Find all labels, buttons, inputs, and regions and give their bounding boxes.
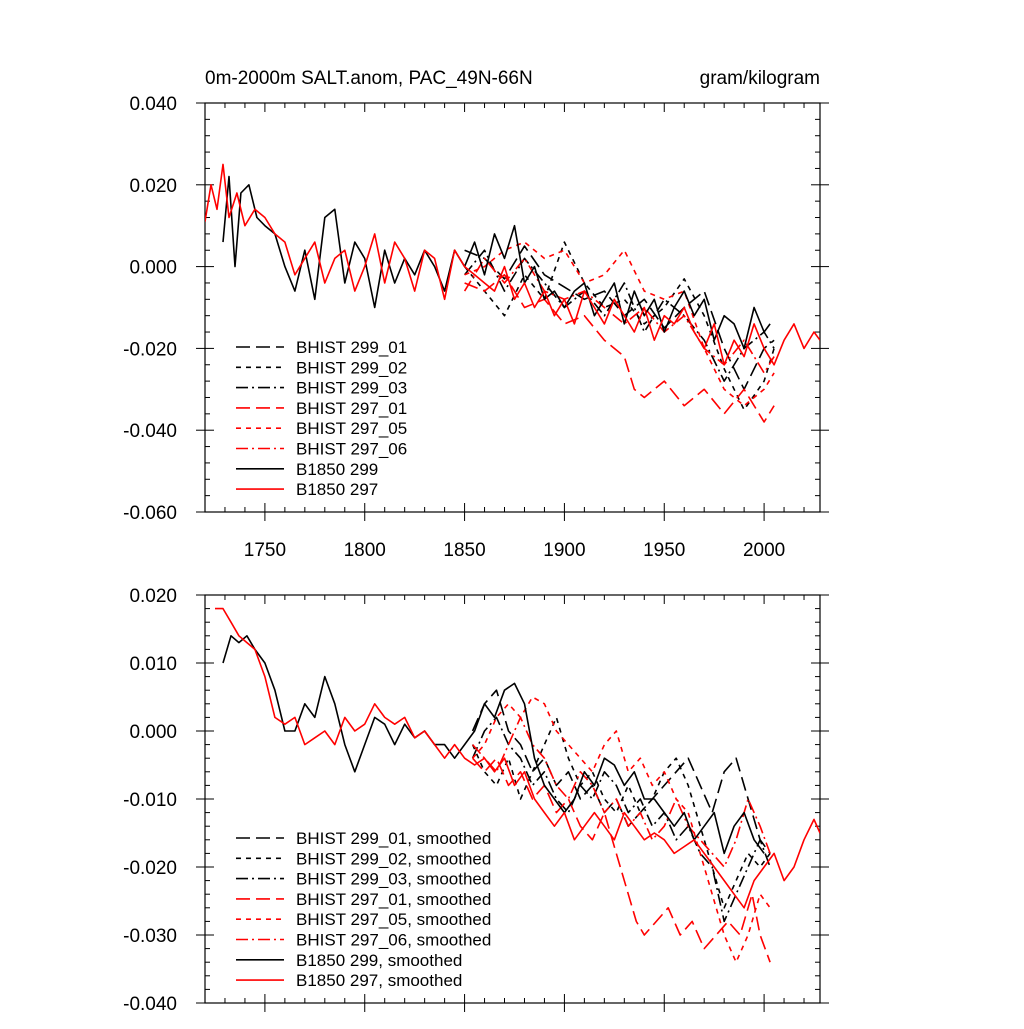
legend-label: BHIST 297_01 bbox=[296, 399, 407, 418]
x-tick-label: 1750 bbox=[244, 540, 286, 561]
y-tick-label: -0.030 bbox=[123, 926, 177, 947]
series-line bbox=[463, 257, 775, 374]
series-line bbox=[205, 163, 820, 366]
legend-label: BHIST 297_01, smoothed bbox=[296, 890, 491, 909]
units-label: gram/kilogram bbox=[700, 68, 820, 89]
y-tick-label: -0.010 bbox=[123, 790, 177, 811]
series-line bbox=[222, 175, 771, 350]
bottom-panel: 0.020 0.010 0.000 -0.010 -0.020 -0.030 -0.040 B… bbox=[123, 586, 829, 1015]
y-tick-label: 0.000 bbox=[129, 722, 177, 743]
x-tick-label: 1850 bbox=[443, 540, 485, 561]
series-line bbox=[471, 757, 771, 963]
legend-label: B1850 299, smoothed bbox=[296, 951, 462, 970]
series-line bbox=[222, 634, 765, 855]
y-tick-label: -0.020 bbox=[123, 858, 177, 879]
plot-frame bbox=[204, 102, 821, 513]
series-group bbox=[215, 607, 820, 964]
legend-label: B1850 297, smoothed bbox=[296, 971, 462, 990]
series-line bbox=[215, 607, 820, 909]
x-tick-label: 1800 bbox=[344, 540, 386, 561]
legend-label: BHIST 299_01 bbox=[296, 338, 407, 357]
x-tick-label: 1950 bbox=[643, 540, 685, 561]
y-tick-label: -0.060 bbox=[123, 503, 177, 524]
legend-label: BHIST 299_01, smoothed bbox=[296, 829, 491, 848]
y-tick-label: -0.040 bbox=[123, 421, 177, 442]
y-tick-label: 0.000 bbox=[129, 258, 177, 279]
series-line bbox=[471, 696, 771, 964]
x-tick-label: 1900 bbox=[543, 540, 585, 561]
y-tick-label: -0.040 bbox=[123, 994, 177, 1015]
legend-label: B1850 297 bbox=[296, 480, 378, 499]
x-tick-label: 2000 bbox=[743, 540, 785, 561]
y-tick-label: 0.040 bbox=[129, 94, 177, 115]
series-group bbox=[205, 163, 820, 423]
y-tick-label: 0.020 bbox=[129, 586, 177, 607]
legend-label: BHIST 299_02, smoothed bbox=[296, 849, 491, 868]
series-line bbox=[464, 273, 775, 423]
legend-label: BHIST 297_05 bbox=[296, 419, 407, 438]
series-line bbox=[463, 241, 775, 411]
legend-label: BHIST 297_06, smoothed bbox=[296, 931, 491, 950]
series-line bbox=[463, 249, 775, 382]
legend-label: BHIST 299_03 bbox=[296, 379, 407, 398]
legend-label: B1850 299 bbox=[296, 460, 378, 479]
series-line bbox=[471, 716, 771, 868]
y-tick-label: 0.020 bbox=[129, 176, 177, 197]
legend-label: BHIST 297_05, smoothed bbox=[296, 910, 491, 929]
series-line bbox=[471, 716, 771, 909]
series-line bbox=[471, 689, 771, 854]
legend-label: BHIST 299_03, smoothed bbox=[296, 870, 491, 889]
y-tick-label: 0.010 bbox=[129, 654, 177, 675]
legend-label: BHIST 299_02 bbox=[296, 358, 407, 377]
series-line bbox=[464, 241, 775, 407]
chart-title: 0m-2000m SALT.anom, PAC_49N-66N bbox=[205, 68, 533, 89]
top-panel: 1750 1800 1850 1900 1950 2000 0.040 0.020 0.000 -… bbox=[123, 94, 829, 561]
legend-label: BHIST 297_06 bbox=[296, 440, 407, 459]
y-tick-label: -0.020 bbox=[123, 339, 177, 360]
